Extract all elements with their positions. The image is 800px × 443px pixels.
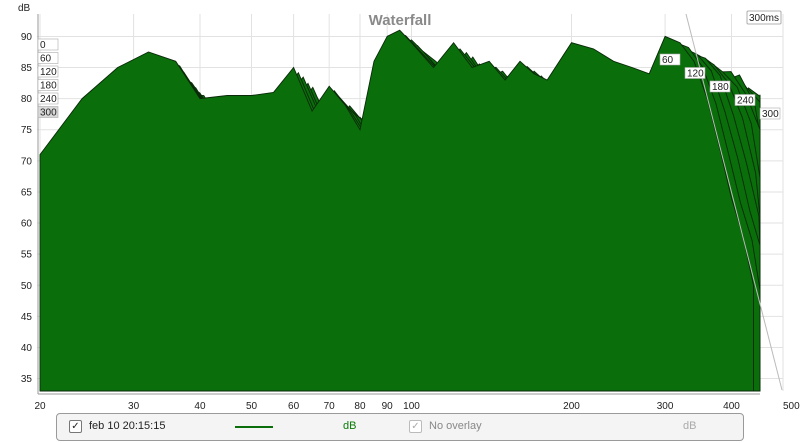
x-tick-label: 200 — [563, 401, 580, 412]
series-line-swatch — [235, 426, 273, 428]
y-tick-label: 70 — [21, 156, 33, 167]
y-tick-label: 40 — [21, 343, 33, 354]
series-checkbox[interactable]: ✓ — [69, 420, 82, 433]
svg-text:180: 180 — [40, 81, 57, 92]
x-tick-label: 30 — [128, 401, 140, 412]
time-label-right: 120 — [684, 67, 706, 80]
x-tick-label: 60 — [288, 401, 300, 412]
svg-text:120: 120 — [687, 69, 704, 80]
waterfall-slice — [39, 29, 754, 392]
time-label-right: 240 — [734, 94, 756, 107]
chart-title: Waterfall — [369, 12, 432, 29]
y-tick-label: 75 — [21, 125, 33, 136]
svg-text:120: 120 — [40, 67, 57, 78]
y-tick-label: 90 — [21, 32, 33, 43]
time-label-left: 180 — [37, 79, 59, 92]
svg-text:60: 60 — [662, 55, 674, 66]
time-label-left: 60 — [37, 52, 59, 65]
x-tick-label: 70 — [324, 401, 336, 412]
y-axis-unit-label: dB — [18, 3, 31, 14]
legend-bar: ✓ feb 10 20:15:15 dB ✓ No overlay dB — [56, 413, 744, 441]
y-tick-label: 55 — [21, 250, 33, 261]
y-tick-label: 35 — [21, 374, 33, 385]
svg-text:180: 180 — [712, 82, 729, 93]
time-label-left: 120 — [37, 65, 59, 78]
waterfall-chart: 35 40 45 50 55 60 65 70 75 80 85 90 20 30 40 50 60 70 80 90… — [18, 3, 800, 412]
waterfall-spectra — [39, 29, 761, 392]
time-label-right: 180 — [709, 80, 731, 93]
svg-text:60: 60 — [40, 54, 52, 65]
x-tick-label: 50 — [246, 401, 258, 412]
overlay-label: No overlay — [429, 420, 482, 432]
svg-text:240: 240 — [40, 94, 57, 105]
x-tick-label: 300 — [657, 401, 674, 412]
x-tick-label: 400 — [723, 401, 740, 412]
svg-text:0: 0 — [40, 40, 46, 51]
x-tick-label: 90 — [382, 401, 394, 412]
time-label-right: 300 — [759, 107, 781, 120]
x-tick-label: 100 — [403, 401, 420, 412]
time-label-left: 240 — [37, 92, 59, 105]
svg-text:240: 240 — [737, 96, 754, 107]
time-label-left: 300 — [37, 106, 59, 119]
time-label-right: 60 — [659, 53, 681, 66]
x-tick-label: 40 — [194, 401, 206, 412]
x-tick-label: 80 — [354, 401, 366, 412]
series-unit: dB — [343, 420, 357, 432]
axis-layer: 35 40 45 50 55 60 65 70 75 80 85 90 20 30 40 50 60 70 80 90… — [21, 13, 800, 412]
time-unit-label: 300ms — [749, 13, 779, 24]
x-tick-label: 500 Hz — [783, 401, 800, 412]
y-tick-label: 60 — [21, 219, 33, 230]
svg-text:300: 300 — [40, 108, 57, 119]
time-unit-box — [746, 10, 782, 25]
x-tick-label: 20 — [34, 401, 46, 412]
svg-text:300: 300 — [762, 109, 779, 120]
overlay-checkbox[interactable]: ✓ — [409, 420, 422, 433]
y-tick-label: 65 — [21, 187, 33, 198]
y-tick-label: 45 — [21, 312, 33, 323]
y-tick-label: 50 — [21, 281, 33, 292]
y-tick-label: 80 — [21, 94, 33, 105]
time-label-left: 0 — [37, 38, 59, 51]
overlay-unit: dB — [683, 420, 697, 432]
y-tick-label: 85 — [21, 63, 33, 74]
series-label: feb 10 20:15:15 — [89, 420, 166, 432]
